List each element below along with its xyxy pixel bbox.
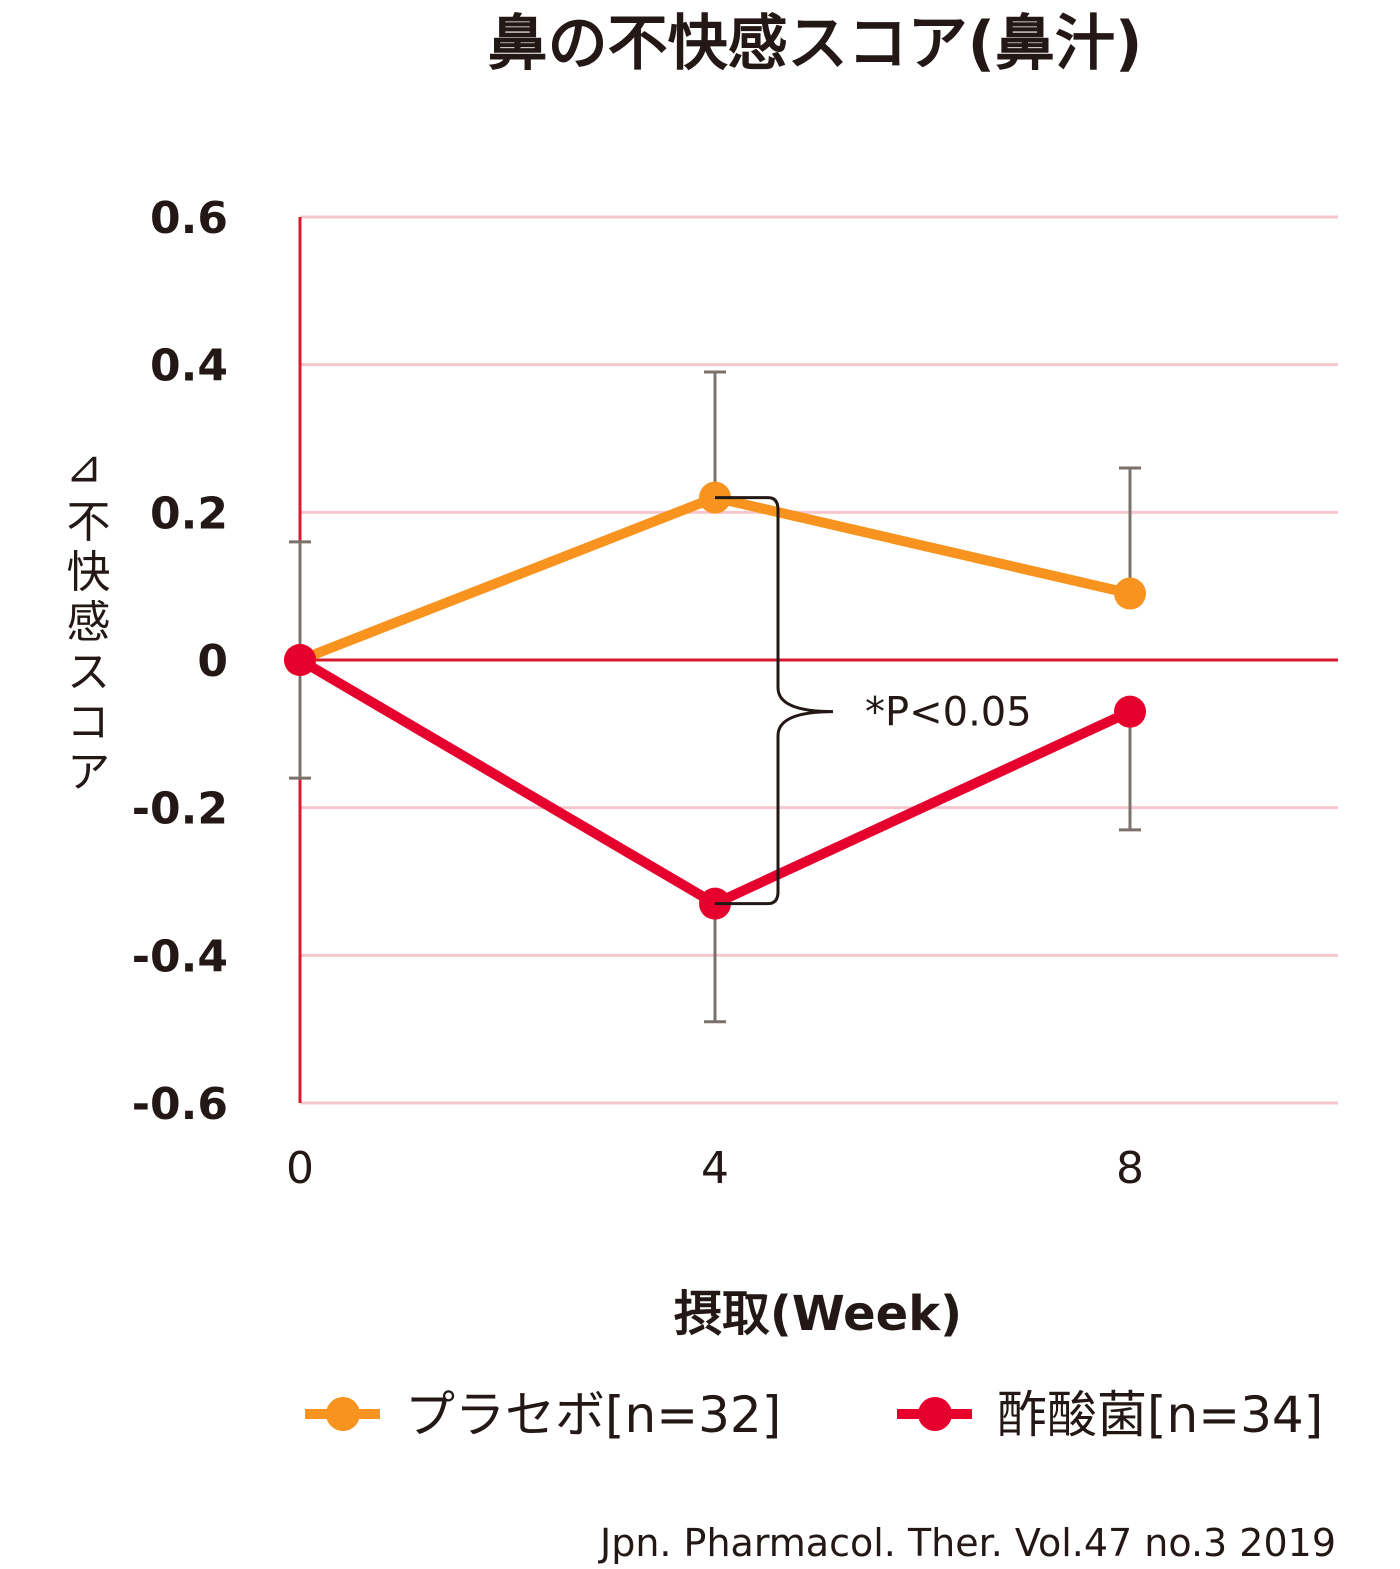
x-tick-label-2: 8 — [1116, 1143, 1144, 1194]
error-bars — [289, 370, 1141, 1024]
y-tick-label-4: -0.2 — [132, 784, 228, 835]
legend-marker-1 — [918, 1397, 952, 1431]
significance-brace — [715, 496, 834, 906]
data-point-1-0 — [284, 644, 316, 676]
x-tick-label-1: 4 — [701, 1143, 729, 1194]
data-point-0-2 — [1114, 577, 1146, 610]
legend: プラセボ[n=32] 酢酸菌[n=34] — [305, 1386, 1323, 1444]
y-tick-label-2: 0.2 — [150, 488, 228, 539]
x-tick-labels: 0 4 8 — [286, 1143, 1144, 1194]
y-tick-label-0: 0.6 — [150, 193, 228, 244]
significance-label: *P<0.05 — [865, 690, 1032, 736]
x-axis-label: 摂取(Week) — [674, 1286, 962, 1342]
legend-marker-0 — [326, 1397, 360, 1431]
y-tick-label-1: 0.4 — [150, 341, 228, 392]
y-tick-label-5: -0.4 — [132, 931, 228, 982]
source-citation: Jpn. Pharmacol. Ther. Vol.47 no.3 2019 — [598, 1521, 1336, 1565]
chart-title: 鼻の不快感スコア(鼻汁) — [488, 9, 1143, 79]
x-tick-label-0: 0 — [286, 1143, 314, 1194]
y-axis-label: ⊿不快感スコア — [59, 442, 110, 799]
legend-label-1: 酢酸菌[n=34] — [997, 1386, 1323, 1444]
gridlines — [300, 215, 1338, 1105]
y-tick-labels: 0.6 0.4 0.2 0 -0.2 -0.4 -0.6 — [132, 193, 228, 1130]
axes — [298, 217, 1338, 1103]
series-line-0 — [298, 492, 1132, 665]
significance-annotation: *P<0.05 — [715, 496, 1032, 906]
y-tick-label-3: 0 — [197, 636, 228, 687]
legend-label-0: プラセボ[n=32] — [405, 1386, 781, 1444]
y-tick-label-6: -0.6 — [132, 1079, 228, 1130]
data-point-1-2 — [1114, 695, 1146, 728]
